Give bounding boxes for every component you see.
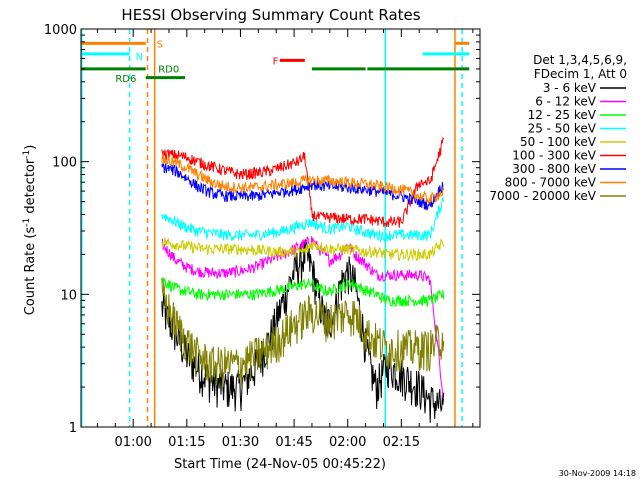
series-line-25-50-kev [161, 197, 445, 244]
axes: 1 10 100 1000 01:00 01:15 01:30 01:45 02:00 02:15 [44, 23, 480, 450]
series-line-12-25-kev [161, 277, 445, 308]
state-bar-label-rd0: RD0 [158, 65, 179, 76]
x-tick-label-01-00: 01:00 [114, 435, 151, 450]
legend-header-line-1: Det 1,3,4,5,6,9, [533, 53, 627, 67]
series-line-50-100-kev [161, 237, 445, 262]
state-bars: S N F RD6 RD0 [81, 39, 470, 85]
legend-label-100-300-kev: 100 - 300 keV [512, 149, 596, 163]
series-line-7000-20000-kev [161, 277, 445, 387]
x-tick-label-01-15: 01:15 [168, 435, 205, 450]
legend-label-7000-20000-kev: 7000 - 20000 keV [489, 189, 596, 203]
legend-label-25-50-kev: 25 - 50 keV [528, 122, 597, 136]
x-tick-label-01-45: 01:45 [275, 435, 312, 450]
series-line-100-300-kev [161, 136, 445, 228]
series-line-6-12-kev [161, 236, 445, 399]
x-tick-label-02-15: 02:15 [383, 435, 420, 450]
y-tick-label-1: 1 [69, 421, 77, 436]
y-axis-label: Count Rate (s-1 detector-1) [22, 145, 38, 316]
x-tick-label-02-00: 02:00 [329, 435, 366, 450]
legend-label-12-25-kev: 12 - 25 keV [528, 108, 597, 122]
state-bar-label-s: S [157, 39, 163, 50]
state-bar-label-n: N [136, 52, 143, 63]
legend-header-line-2: FDecim 1, Att 0 [534, 67, 627, 81]
legend-label-6-12-kev: 6 - 12 keV [535, 95, 597, 109]
y-tick-label-1000: 1000 [44, 23, 77, 38]
legend-label-800-7000-kev: 800 - 7000 keV [505, 176, 597, 190]
y-tick-label-100: 100 [52, 156, 77, 171]
plot-frame [80, 28, 481, 428]
series-line-800-7000-kev [161, 152, 445, 205]
legend-label-3-6-kev: 3 - 6 keV [543, 81, 597, 95]
y-tick-label-10: 10 [60, 288, 77, 303]
series-line-300-800-kev [161, 162, 444, 211]
legend-label-300-800-kev: 300 - 800 keV [512, 162, 596, 176]
legend: Det 1,3,4,5,6,9, FDecim 1, Att 0 3 - 6 k… [489, 53, 627, 203]
chart-title: HESSI Observing Summary Count Rates [121, 6, 420, 24]
x-tick-label-01-30: 01:30 [222, 435, 259, 450]
series-lines [161, 136, 445, 423]
x-axis-label: Start Time (24-Nov-05 00:45:22) [174, 457, 386, 472]
state-bar-label-rd6: RD6 [115, 74, 136, 85]
footer-date: 30-Nov-2009 14:18 [559, 469, 636, 478]
state-bar-label-f: F [273, 56, 279, 67]
series-line-3-6-kev [161, 239, 445, 423]
legend-label-50-100-kev: 50 - 100 keV [520, 135, 597, 149]
plot-lines [80, 29, 463, 427]
